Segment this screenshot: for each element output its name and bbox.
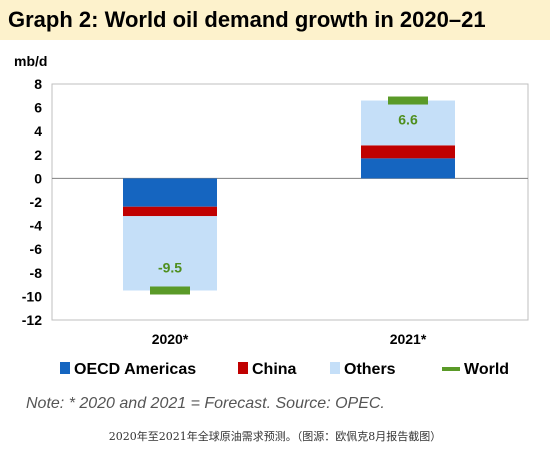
plot-area [51, 83, 529, 321]
y-tick-label: -2 [30, 194, 43, 210]
bar-others-2 [361, 100, 455, 146]
legend-swatch-oecd-americas [60, 362, 70, 374]
image-caption: 2020年至2021年全球原油需求预测。（图源：欧佩克8月报告截图） [108, 430, 442, 443]
chart: mb/d 8 6 4 2 0 -2 -4 -6 -8 -10 -12 -9.5 6.6 2020* 20… [14, 53, 529, 378]
legend-label: OECD Americas [74, 361, 196, 378]
world-data-label-2: 6.6 [398, 112, 418, 128]
y-tick-label: 8 [34, 76, 42, 92]
legend-swatch-others [330, 362, 340, 374]
y-tick-label: 0 [34, 170, 42, 186]
y-tick-label: -6 [30, 241, 43, 257]
y-tick-label: 6 [34, 100, 42, 116]
y-tick-label: -8 [30, 265, 43, 281]
legend-label: Others [344, 361, 396, 378]
x-category-label: 2020* [152, 331, 189, 347]
y-tick-label: -12 [22, 312, 42, 328]
world-marker-2 [388, 96, 428, 105]
world-marker-1 [150, 286, 190, 295]
y-tick-label: -10 [22, 288, 42, 304]
legend-swatch-china [238, 362, 248, 374]
legend-label: China [252, 361, 297, 378]
bar-oecd-americas-2 [361, 158, 455, 179]
x-category-label: 2021* [390, 331, 427, 347]
legend-label: World [464, 361, 509, 378]
world-data-label-1: -9.5 [158, 260, 182, 276]
y-tick-label: 4 [34, 123, 42, 139]
bar-china-2 [361, 145, 455, 159]
chart-title: Graph 2: World oil demand growth in 2020… [8, 7, 486, 32]
y-unit-label: mb/d [14, 53, 47, 69]
y-tick-label: -4 [30, 218, 43, 234]
bar-china-1 [123, 206, 217, 217]
bar-others-1 [123, 216, 217, 291]
bar-oecd-americas-1 [123, 178, 217, 207]
y-tick-label: 2 [34, 147, 42, 163]
legend-swatch-world [442, 367, 460, 371]
source-note: Note: * 2020 and 2021 = Forecast. Source… [26, 395, 385, 412]
title-band [0, 0, 550, 40]
